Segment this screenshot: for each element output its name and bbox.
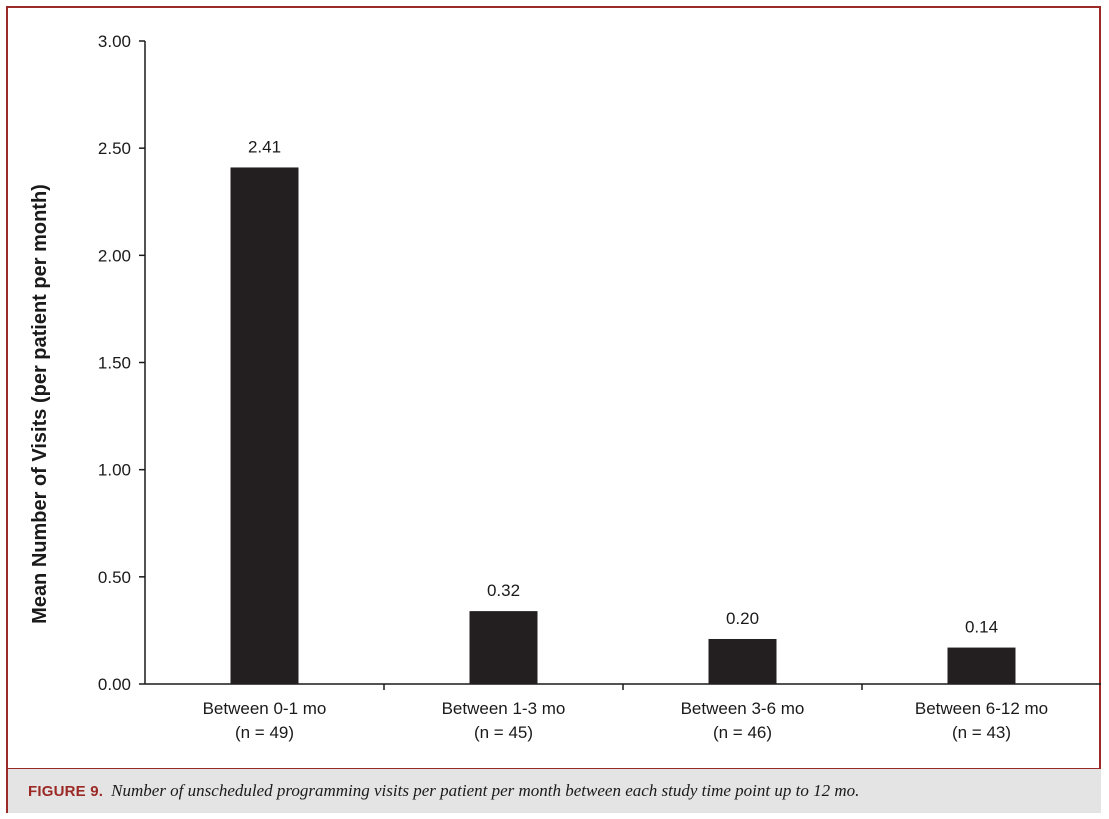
- x-tick-label: Between 3-6 mo: [681, 699, 805, 718]
- figure-caption: FIGURE 9. Number of unscheduled programm…: [8, 768, 1101, 813]
- y-tick-label: 0.00: [98, 675, 131, 694]
- caption-label: FIGURE 9.: [28, 782, 104, 800]
- x-tick-label: Between 1-3 mo: [442, 699, 566, 718]
- x-tick-label: Between 6-12 mo: [915, 699, 1048, 718]
- x-tick-labels: Between 0-1 mo (n = 49) Between 1-3 mo (n =…: [203, 684, 1048, 742]
- x-tick-sublabel: (n = 46): [713, 723, 772, 742]
- x-tick-sublabel: (n = 43): [952, 723, 1011, 742]
- bar: [469, 611, 538, 684]
- y-tick-label: 2.50: [98, 139, 131, 158]
- bar-value-label: 0.14: [965, 618, 998, 637]
- y-tick-label: 2.00: [98, 246, 131, 265]
- bar-value-label: 0.20: [726, 609, 759, 628]
- bar-chart: Mean Number of Visits (per patient per m…: [29, 32, 1101, 742]
- y-tick-label: 0.50: [98, 568, 131, 587]
- caption-text: Number of unscheduled programming visits…: [111, 781, 860, 800]
- y-tick-label: 3.00: [98, 32, 131, 51]
- bar: [947, 647, 1016, 684]
- figure-frame: [6, 6, 1101, 813]
- x-tick-label: Between 0-1 mo: [203, 699, 327, 718]
- bar-value-label: 2.41: [248, 137, 281, 156]
- x-tick-sublabel: (n = 49): [235, 723, 294, 742]
- y-tick-label: 1.50: [98, 354, 131, 373]
- x-tick-sublabel: (n = 45): [474, 723, 533, 742]
- bar: [230, 167, 299, 684]
- y-tick-label: 1.00: [98, 461, 131, 480]
- bar-value-label: 0.32: [487, 581, 520, 600]
- bar: [708, 638, 777, 684]
- y-ticks: 0.00 0.50 1.00 1.50 2.00 2.50 3.00: [98, 32, 145, 694]
- bars: 2.41 0.32 0.20 0.14: [230, 137, 1016, 684]
- y-axis-label: Mean Number of Visits (per patient per m…: [29, 184, 51, 624]
